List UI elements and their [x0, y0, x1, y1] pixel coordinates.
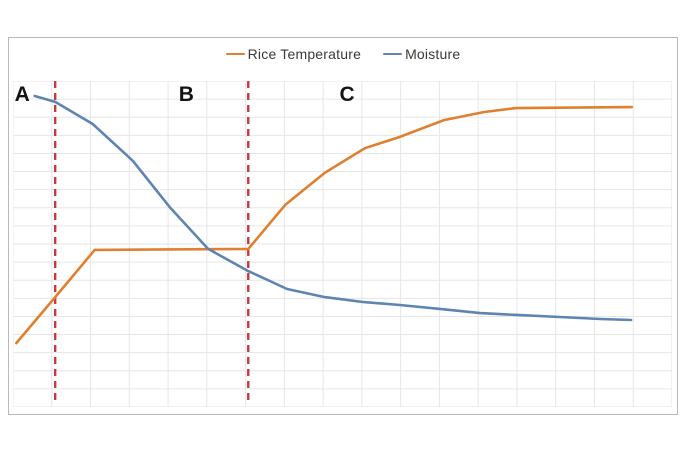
- phase-label-b: B: [178, 83, 194, 106]
- phase-label-a: A: [14, 83, 30, 106]
- chart-figure: Rice Temperature Moisture A B C: [8, 37, 678, 415]
- legend-label-moisture: Moisture: [405, 46, 461, 62]
- chart-legend: Rice Temperature Moisture: [9, 46, 677, 62]
- legend-item-moisture: Moisture: [383, 46, 460, 62]
- phase-label-c: C: [339, 83, 355, 106]
- legend-marker-rice-temperature-icon: [225, 52, 245, 56]
- legend-marker-moisture-icon: [383, 52, 403, 56]
- rice-temperature-line: [14, 105, 634, 345]
- moisture-line: [33, 94, 633, 322]
- legend-label-rice-temperature: Rice Temperature: [247, 46, 362, 62]
- plot-canvas: [13, 81, 672, 407]
- legend-item-rice-temperature: Rice Temperature: [225, 46, 362, 62]
- plot-area: A B C: [13, 81, 672, 407]
